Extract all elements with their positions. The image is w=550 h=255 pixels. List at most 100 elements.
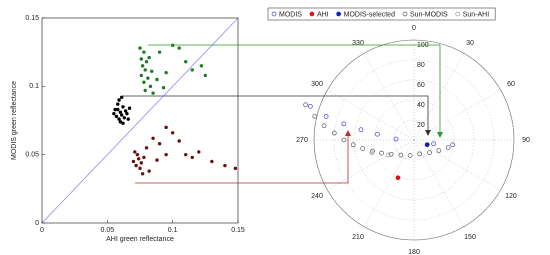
point — [143, 88, 147, 93]
point — [142, 155, 146, 160]
green-connector — [148, 44, 441, 136]
one-to-one-line — [41, 17, 239, 224]
legend-label: Sun-MODIS — [410, 11, 448, 18]
point — [393, 136, 399, 142]
connectors — [122, 44, 443, 184]
point — [388, 151, 394, 157]
legend-marker — [271, 11, 277, 17]
point — [199, 64, 204, 68]
arrow-head — [425, 130, 431, 136]
point — [147, 55, 151, 60]
point — [450, 142, 456, 148]
point — [117, 98, 121, 102]
point — [379, 150, 384, 156]
legend-marker — [309, 11, 315, 17]
point — [350, 142, 356, 148]
point — [151, 136, 155, 140]
point — [138, 46, 142, 50]
r-tick-label: 80 — [417, 62, 425, 69]
point — [303, 102, 308, 108]
theta-tick-label: 300 — [311, 81, 323, 88]
grid-circle — [333, 59, 495, 221]
point — [398, 152, 404, 158]
spoke — [363, 53, 415, 141]
point — [122, 116, 127, 120]
x-tick-label: 0.05 — [101, 227, 115, 234]
point — [127, 106, 132, 110]
point — [142, 80, 146, 84]
r-tick-label: 20 — [417, 122, 425, 129]
point — [155, 158, 159, 162]
point — [427, 150, 432, 155]
point — [358, 127, 364, 133]
point — [112, 111, 116, 116]
point — [233, 166, 238, 171]
point — [126, 117, 130, 121]
point — [385, 152, 391, 158]
point — [147, 169, 151, 173]
point — [431, 141, 436, 147]
y-tick-label: 0.05 — [25, 152, 39, 159]
point — [190, 68, 194, 72]
y-tick-label: 0 — [35, 220, 39, 227]
point — [184, 152, 188, 157]
point — [436, 148, 442, 153]
point — [307, 103, 313, 109]
point — [143, 68, 147, 72]
point — [170, 131, 175, 135]
point — [155, 77, 159, 82]
point — [118, 120, 123, 124]
black-connector — [122, 95, 429, 134]
point — [116, 102, 120, 106]
point — [120, 95, 124, 99]
point — [148, 84, 153, 89]
theta-tick-label: 0 — [412, 25, 416, 32]
point — [139, 73, 144, 78]
x-axis-label: AHI green reflectance — [106, 236, 174, 243]
point — [142, 50, 146, 54]
theta-tick-label: 90 — [522, 137, 530, 144]
legend-label: AHI — [317, 11, 329, 18]
point — [140, 172, 145, 176]
point — [146, 76, 150, 80]
point — [139, 57, 144, 61]
point — [134, 163, 138, 168]
point — [210, 159, 214, 164]
theta-tick-label: 270 — [296, 137, 308, 144]
axes-frame — [41, 17, 239, 224]
point — [118, 110, 123, 115]
point — [223, 163, 227, 168]
x-tick-label: 0.15 — [231, 227, 245, 234]
point — [116, 107, 120, 112]
legend-label: MODIS — [279, 11, 302, 18]
point — [121, 105, 125, 109]
point — [125, 111, 129, 116]
point — [190, 155, 194, 160]
point — [123, 109, 128, 113]
spoke — [327, 139, 415, 191]
point — [157, 142, 162, 146]
red-connector — [135, 132, 349, 184]
theta-tick-label: 60 — [507, 81, 515, 88]
theta-tick-label: 150 — [464, 234, 476, 241]
r-tick-label: 60 — [417, 82, 425, 89]
point — [445, 145, 451, 150]
theta-tick-label: 120 — [505, 193, 517, 200]
legend-marker — [402, 11, 408, 17]
point — [203, 73, 208, 78]
legend-marker — [336, 11, 341, 17]
legend-marker — [455, 11, 461, 17]
point — [177, 46, 181, 50]
point — [407, 153, 413, 158]
point — [312, 113, 318, 119]
y-axis-label: MODIS green reflectance — [11, 81, 18, 160]
point — [120, 113, 124, 117]
legend-label: MODIS-selected — [344, 11, 395, 18]
point — [164, 152, 168, 157]
x-tick-label: 0.1 — [168, 227, 178, 234]
point — [151, 91, 155, 95]
x-tick-label: 0 — [40, 227, 44, 234]
point — [395, 175, 401, 181]
r-tick-label: 40 — [417, 102, 425, 109]
